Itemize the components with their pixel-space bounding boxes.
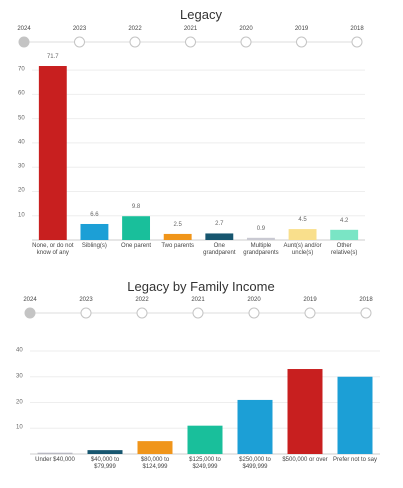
- year-label: 2022: [128, 26, 142, 32]
- year-button[interactable]: [18, 36, 30, 48]
- x-tick-label: One grandparent: [203, 243, 236, 256]
- year-button[interactable]: [248, 307, 260, 319]
- year-label: 2023: [72, 26, 87, 32]
- bar: [330, 229, 359, 240]
- x-tick-label: Two parents: [161, 243, 195, 249]
- bar: [337, 376, 373, 454]
- year-button[interactable]: [136, 307, 148, 319]
- value-label: 71.7: [46, 54, 59, 60]
- value-label: 0.9: [256, 225, 266, 232]
- x-tick-label: $125,000 to $249,999: [189, 457, 221, 470]
- y-tick-label: 60: [18, 91, 25, 98]
- year-label: 2023: [79, 297, 93, 303]
- y-tick-label: 10: [16, 424, 23, 431]
- year-label: 2018: [359, 297, 373, 303]
- year-label: 2021: [183, 26, 198, 32]
- year-button[interactable]: [240, 36, 252, 48]
- x-tick-label: Multiple grandparents: [243, 243, 279, 256]
- x-tick-label: Other relative(s): [331, 243, 358, 256]
- bar: [287, 369, 323, 454]
- year-label: 2021: [191, 297, 205, 303]
- x-tick-label: $500,000 or over: [282, 457, 328, 463]
- bar: [122, 216, 151, 240]
- year-label: 2020: [247, 297, 261, 303]
- x-tick-label: One parent: [121, 243, 152, 249]
- year-button[interactable]: [129, 36, 141, 48]
- value-label: 2.5: [173, 221, 182, 228]
- bar: [37, 452, 73, 454]
- y-tick-label: 40: [18, 139, 25, 146]
- year-button[interactable]: [74, 36, 85, 48]
- year-label: 2019: [294, 26, 309, 32]
- x-tick-label: Sibling(s): [81, 243, 107, 249]
- year-label: 2024: [23, 297, 37, 303]
- y-tick-label: 10: [18, 212, 25, 219]
- value-label: 4.5: [298, 217, 307, 224]
- bar: [38, 66, 67, 241]
- year-button[interactable]: [351, 36, 363, 48]
- x-tick-label: None, or do not know of any: [32, 243, 74, 256]
- bar: [205, 233, 234, 240]
- year-label: 2024: [17, 26, 31, 32]
- bar: [187, 425, 223, 454]
- bar: [288, 229, 317, 240]
- bar: [246, 237, 275, 240]
- year-label: 2019: [303, 297, 317, 303]
- year-label: 2022: [135, 297, 149, 303]
- year-label: 2018: [350, 26, 364, 32]
- y-tick-label: 30: [18, 163, 25, 170]
- bar: [80, 223, 109, 240]
- y-tick-label: 50: [18, 115, 25, 122]
- value-label: 4.2: [340, 217, 349, 224]
- year-button[interactable]: [296, 36, 307, 48]
- x-tick-label: $80,000 to $124,999: [140, 457, 170, 470]
- value-label: 6.6: [90, 211, 99, 218]
- year-button[interactable]: [192, 307, 204, 319]
- year-button[interactable]: [304, 307, 316, 319]
- bar: [87, 450, 123, 454]
- year-button[interactable]: [24, 307, 36, 319]
- y-tick-label: 30: [16, 373, 23, 380]
- year-button[interactable]: [360, 307, 372, 319]
- value-label: 2.7: [215, 221, 224, 228]
- y-tick-label: 20: [16, 399, 23, 406]
- x-tick-label: Prefer not to say: [332, 457, 378, 463]
- y-tick-label: 20: [18, 188, 25, 195]
- year-button[interactable]: [80, 307, 92, 319]
- value-label: 9.8: [131, 204, 141, 211]
- x-tick-label: Under $40,000: [35, 457, 75, 463]
- y-tick-label: 40: [16, 347, 23, 354]
- y-tick-label: 70: [18, 66, 25, 73]
- year-button[interactable]: [185, 36, 196, 48]
- chart-title: Legacy: [180, 7, 222, 22]
- bar: [237, 399, 273, 454]
- year-label: 2020: [239, 26, 253, 32]
- bar: [163, 233, 192, 240]
- chart-title: Legacy by Family Income: [127, 279, 275, 294]
- x-tick-label: $250,000 to $499,999: [239, 457, 271, 470]
- bar: [137, 441, 173, 454]
- x-tick-label: Aunt(s) and/or uncle(s): [283, 243, 322, 256]
- x-tick-label: $40,000 to $79,999: [90, 457, 120, 470]
